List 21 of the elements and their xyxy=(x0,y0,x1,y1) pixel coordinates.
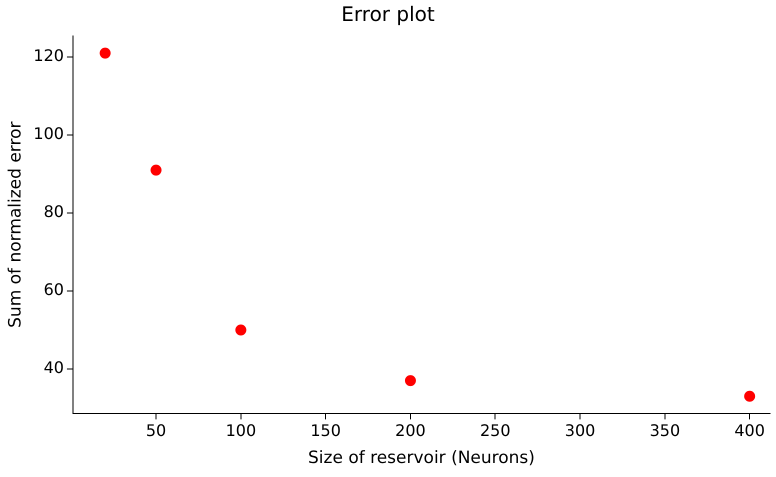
x-tick-label: 200 xyxy=(395,421,426,440)
y-tick-label: 100 xyxy=(33,124,64,144)
x-tick-label: 350 xyxy=(650,421,680,440)
x-tick-label: 300 xyxy=(564,421,596,440)
y-tick-label: 40 xyxy=(44,358,64,378)
point xyxy=(404,375,416,386)
y-tick-label: 120 xyxy=(33,46,64,66)
point xyxy=(150,164,162,176)
x-tick-label: 100 xyxy=(226,421,256,440)
point xyxy=(235,324,246,336)
chart-title: Error plot xyxy=(341,2,435,26)
y-tick-label: 80 xyxy=(44,202,64,222)
point xyxy=(744,390,756,402)
point xyxy=(100,48,111,59)
y-tick-label: 60 xyxy=(44,280,64,300)
y-axis-title: Sum of normalized error xyxy=(6,122,26,328)
x-tick-label: 50 xyxy=(146,421,166,440)
x-tick-label: 400 xyxy=(734,421,765,440)
x-tick-label: 150 xyxy=(310,421,341,440)
x-axis-title: Size of reservoir (Neurons) xyxy=(308,448,535,468)
x-tick-label: 250 xyxy=(480,421,511,440)
